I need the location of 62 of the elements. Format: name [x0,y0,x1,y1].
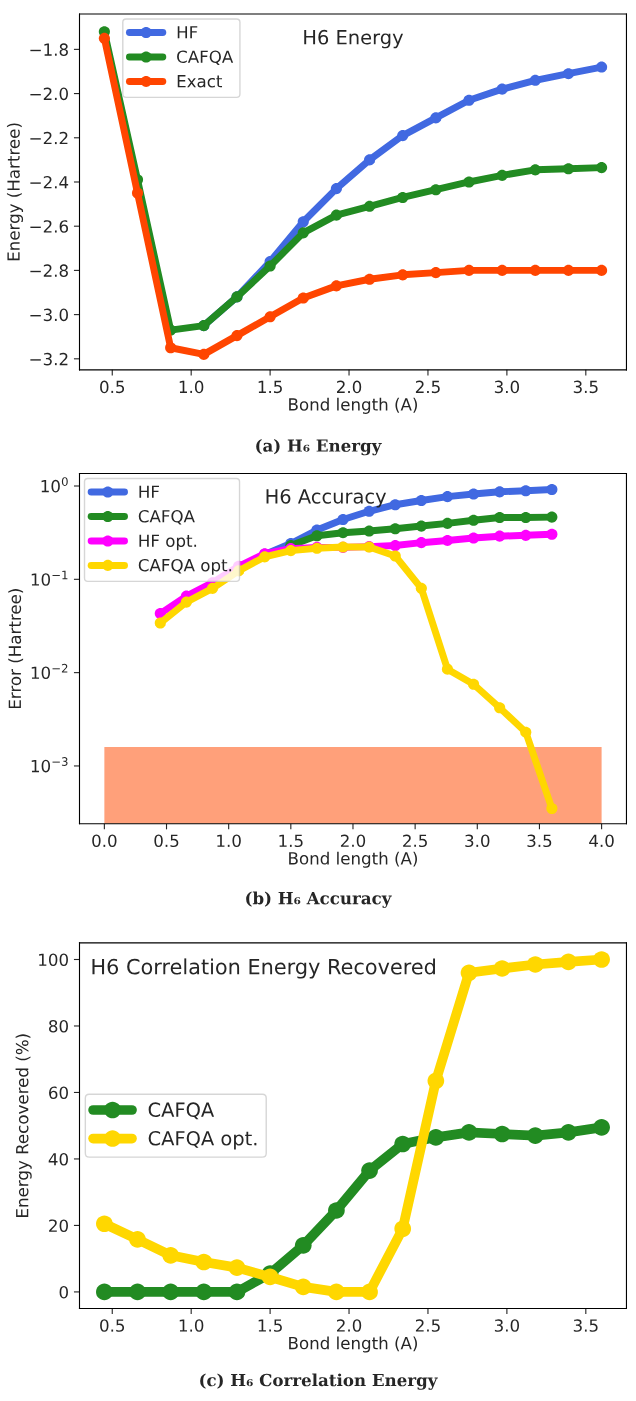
legend-label: CAFQA [138,509,195,525]
x-tick-label: 3.0 [494,1319,520,1332]
y-tick-label: 10$^{−2}$ [31,663,68,680]
y-tick-label: 10$^{−3}$ [31,757,68,773]
y-tick-label: 20 [49,1219,68,1232]
text: (b) H₆ Accuracy [246,891,392,908]
y-tick-label: −3.2 [30,352,68,366]
text: H6 Accuracy [266,488,387,508]
legend-label: HF [139,485,159,498]
x-tick-label: 1.5 [258,1319,282,1332]
y-tick-label: 60 [49,1086,68,1100]
text: H6 Correlation Energy Recovered [92,958,435,979]
y-tick-label: −2.4 [30,175,69,189]
x-tick-label: 3.5 [573,1319,598,1332]
x-tick-label: 3.5 [573,380,598,394]
x-tick-label: 2.0 [337,1319,362,1332]
legend-label: HF opt. [139,534,197,551]
y-axis-title: Error (Hartree) [8,589,24,709]
x-tick-label: 0.0 [92,834,117,848]
x-tick-label: 4.0 [589,834,614,848]
x-tick-label: 0.5 [154,834,179,848]
x-axis-title: Bond length (A) [289,851,417,868]
y-tick-label: 80 [49,1019,68,1033]
x-tick-label: 1.0 [217,834,241,848]
y-tick-label: −2.6 [30,220,69,233]
y-tick-label: −3.0 [30,308,68,322]
y-tick-label: −2.0 [30,87,68,101]
y-axis-title: Energy (Hartree) [6,123,24,261]
x-tick-label: 2.0 [337,380,362,394]
legend-label: CAFQA [148,1102,215,1120]
y-tick-label: −1.8 [30,43,68,56]
legend-label: CAFQA opt. [138,558,232,575]
x-tick-label: 2.5 [415,1319,440,1332]
x-tick-label: 3.0 [465,834,490,848]
text: H6 Energy [304,29,404,49]
x-tick-label: 3.5 [527,834,552,848]
x-tick-label: 2.5 [415,380,440,394]
y-tick-label: 0 [59,1285,68,1299]
text: (c) H₆ Correlation Energy [200,1373,438,1390]
x-tick-label: 1.0 [179,1319,204,1332]
y-axis-title: Energy Recovered (%) [15,1034,32,1217]
x-axis-title: Bond length (A) [289,1336,417,1353]
y-tick-label: 10$^{0}$ [41,477,68,493]
legend-label: HF [177,26,198,39]
x-tick-label: 2.0 [340,834,366,848]
x-tick-label: 1.5 [279,834,303,848]
y-tick-label: 40 [48,1152,68,1166]
text: (a) H₆ Energy [256,438,382,456]
x-tick-label: 1.5 [258,380,282,394]
x-tick-label: 0.5 [100,1319,125,1332]
y-tick-label: 100 [39,953,68,967]
y-tick-label: −2.8 [30,264,68,277]
legend-label: CAFQA opt. [148,1130,257,1150]
x-tick-label: 3.0 [494,380,520,394]
legend-label: Exact [177,75,223,88]
x-tick-label: 1.0 [179,380,204,394]
y-tick-label: −2.2 [30,131,68,145]
x-tick-label: 0.5 [100,380,125,394]
legend-label: CAFQA [177,50,234,65]
x-tick-label: 2.5 [403,834,427,848]
y-tick-label: 10$^{−1}$ [31,570,68,586]
x-axis-title: Bond length (A) [289,397,417,414]
